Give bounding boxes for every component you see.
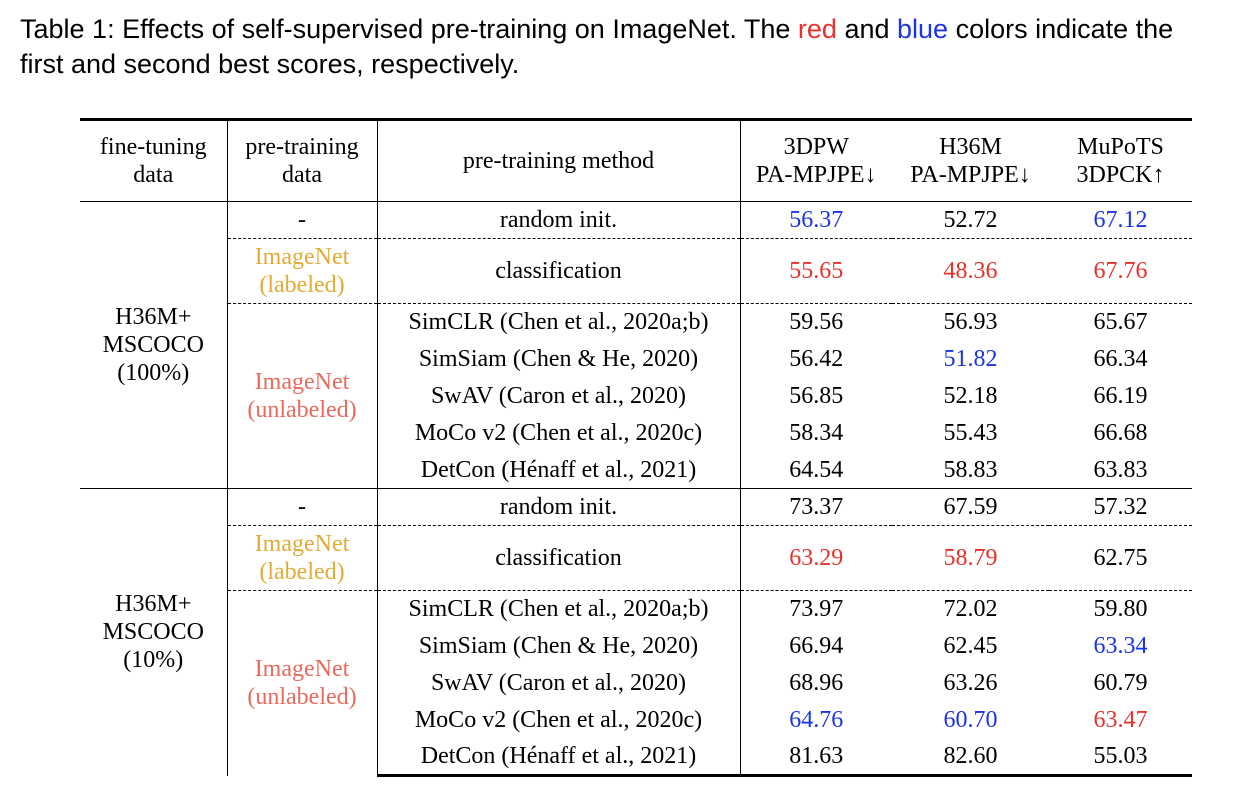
pretrain-none-cell: -: [227, 488, 378, 526]
score-cell: 63.47: [1093, 707, 1148, 733]
score-cell: 72.02: [892, 590, 1049, 628]
method-cell: DetCon (Hénaff et al., 2021): [377, 738, 741, 777]
score-cell: 56.93: [892, 303, 1049, 341]
score-cell: 67.59: [892, 488, 1049, 526]
header-row: fine-tuning data pre-training data pre-tra…: [80, 118, 1192, 202]
pretrain-labeled-cell: ImageNet (labeled): [227, 238, 378, 304]
score-cell: 56.42: [789, 346, 844, 372]
score-cell: 58.83: [943, 456, 998, 483]
score-cell: 60.70: [943, 707, 998, 733]
method-cell: random init.: [377, 488, 741, 526]
header-3dpw: 3DPW PA-MPJPE↓: [740, 118, 892, 202]
caption-red-word: red: [797, 14, 837, 44]
score-cell: 60.79: [1093, 670, 1148, 696]
score-cell: 52.72: [943, 207, 998, 233]
table-row: SimSiam (Chen & He, 2020) 56.42 51.82 66.34: [80, 340, 1192, 378]
table-row: MoCo v2 (Chen et al., 2020c) 64.76 60.70 63…: [80, 701, 1192, 739]
fine-tuning-data-cell: H36M+ MSCOCO (100%): [80, 201, 228, 489]
method-cell: SimCLR (Chen et al., 2020a;b): [377, 303, 741, 341]
score-cell: 58.79: [892, 525, 1049, 591]
method-cell: classification: [377, 525, 741, 591]
caption-text-c: colors indicate the: [948, 14, 1174, 44]
caption-line-1: Table 1: Effects of self-supervised pre-…: [20, 12, 1248, 47]
header-fine-tuning: fine-tuning data: [80, 118, 228, 202]
score-cell: 59.80: [1049, 590, 1192, 628]
method-cell: MoCo v2 (Chen et al., 2020c): [377, 414, 741, 452]
table-caption: Table 1: Effects of self-supervised pre-…: [20, 12, 1248, 82]
score-cell: 48.36: [892, 238, 1049, 304]
results-table: fine-tuning data pre-training data pre-tra…: [80, 118, 1192, 777]
score-cell: 62.45: [943, 633, 998, 659]
pretrain-unlabeled-cell: ImageNet (unlabeled): [227, 590, 378, 776]
pretrain-labeled-cell: ImageNet (labeled): [227, 525, 378, 591]
score-cell: 66.94: [789, 633, 844, 659]
method-cell: MoCo v2 (Chen et al., 2020c): [377, 701, 741, 739]
score-cell: 62.75: [1049, 525, 1192, 591]
table-row: H36M+ MSCOCO (100%) - random init. 56.37 52.72…: [80, 201, 1192, 489]
score-cell: 55.03: [1049, 738, 1192, 777]
header-h36m: H36M PA-MPJPE↓: [892, 118, 1049, 202]
score-cell: 56.85: [789, 383, 844, 409]
table-row: ImageNet (unlabeled) SimCLR (Chen et al., …: [80, 303, 1192, 489]
score-cell: 82.60: [892, 738, 1049, 777]
score-cell: 64.54: [789, 456, 844, 483]
table-row: SimSiam (Chen & He, 2020) 66.94 62.45 63.34: [80, 627, 1192, 665]
table-row: SwAV (Caron et al., 2020) 56.85 52.18 66.19: [80, 377, 1192, 415]
caption-blue-word: blue: [897, 14, 949, 44]
score-cell: 63.83: [1093, 456, 1148, 483]
method-cell: SimSiam (Chen & He, 2020): [377, 340, 741, 378]
method-cell: SimCLR (Chen et al., 2020a;b): [377, 590, 741, 628]
score-cell: 63.34: [1093, 633, 1148, 659]
score-cell: 73.37: [740, 488, 892, 526]
caption-text-b: and: [836, 14, 898, 44]
score-cell: 57.32: [1049, 488, 1192, 526]
table-row: ImageNet (labeled) classification 63.29 58.7…: [80, 525, 1192, 591]
table-row: ImageNet (unlabeled) SimCLR (Chen et al., …: [80, 590, 1192, 776]
score-cell: 66.34: [1093, 346, 1148, 372]
header-mupots: MuPoTS 3DPCK↑: [1049, 118, 1192, 202]
pretrain-unlabeled-cell: ImageNet (unlabeled): [227, 303, 378, 489]
score-cell: 58.34: [789, 420, 844, 446]
table-row: SwAV (Caron et al., 2020) 68.96 63.26 60.79: [80, 664, 1192, 702]
table-row: ImageNet (labeled) classification 55.65 48.3…: [80, 238, 1192, 304]
table-row: H36M+ MSCOCO (10%) - random init. 73.37 67.59 5…: [80, 488, 1192, 776]
method-cell: random init.: [377, 201, 741, 239]
score-cell: 67.12: [1093, 207, 1148, 233]
score-cell: 64.76: [789, 707, 844, 733]
header-pre-training-data: pre-training data: [227, 118, 378, 202]
method-cell: classification: [377, 238, 741, 304]
score-cell: 66.68: [1093, 420, 1148, 446]
score-cell: 55.43: [943, 420, 998, 446]
score-cell: 68.96: [789, 670, 844, 696]
pretrain-none-cell: -: [227, 201, 378, 239]
header-method: pre-training method: [377, 118, 741, 202]
score-cell: 67.76: [1049, 238, 1192, 304]
score-cell: 63.29: [740, 525, 892, 591]
method-cell: SimSiam (Chen & He, 2020): [377, 627, 741, 665]
table-row: DetCon (Hénaff et al., 2021) 64.54 58.83 63…: [80, 451, 1192, 489]
score-cell: 51.82: [943, 346, 998, 372]
score-cell: 63.26: [943, 670, 998, 696]
score-cell: 66.19: [1093, 383, 1148, 409]
score-cell: 73.97: [740, 590, 892, 628]
score-cell: 81.63: [740, 738, 892, 777]
caption-line-2: first and second best scores, respective…: [20, 49, 520, 79]
score-cell: 56.37: [789, 207, 844, 233]
fine-tuning-data-cell: H36M+ MSCOCO (10%): [80, 488, 228, 776]
table-row: MoCo v2 (Chen et al., 2020c) 58.34 55.43 66…: [80, 414, 1192, 452]
caption-text-a: Table 1: Effects of self-supervised pre-…: [20, 14, 798, 44]
method-cell: SwAV (Caron et al., 2020): [377, 664, 741, 702]
score-cell: 52.18: [943, 383, 998, 409]
table-row: DetCon (Hénaff et al., 2021) 81.63 82.60 55…: [80, 738, 1192, 777]
score-cell: 59.56: [740, 303, 892, 341]
score-cell: 55.65: [740, 238, 892, 304]
method-cell: DetCon (Hénaff et al., 2021): [377, 451, 741, 489]
score-cell: 65.67: [1049, 303, 1192, 341]
method-cell: SwAV (Caron et al., 2020): [377, 377, 741, 415]
